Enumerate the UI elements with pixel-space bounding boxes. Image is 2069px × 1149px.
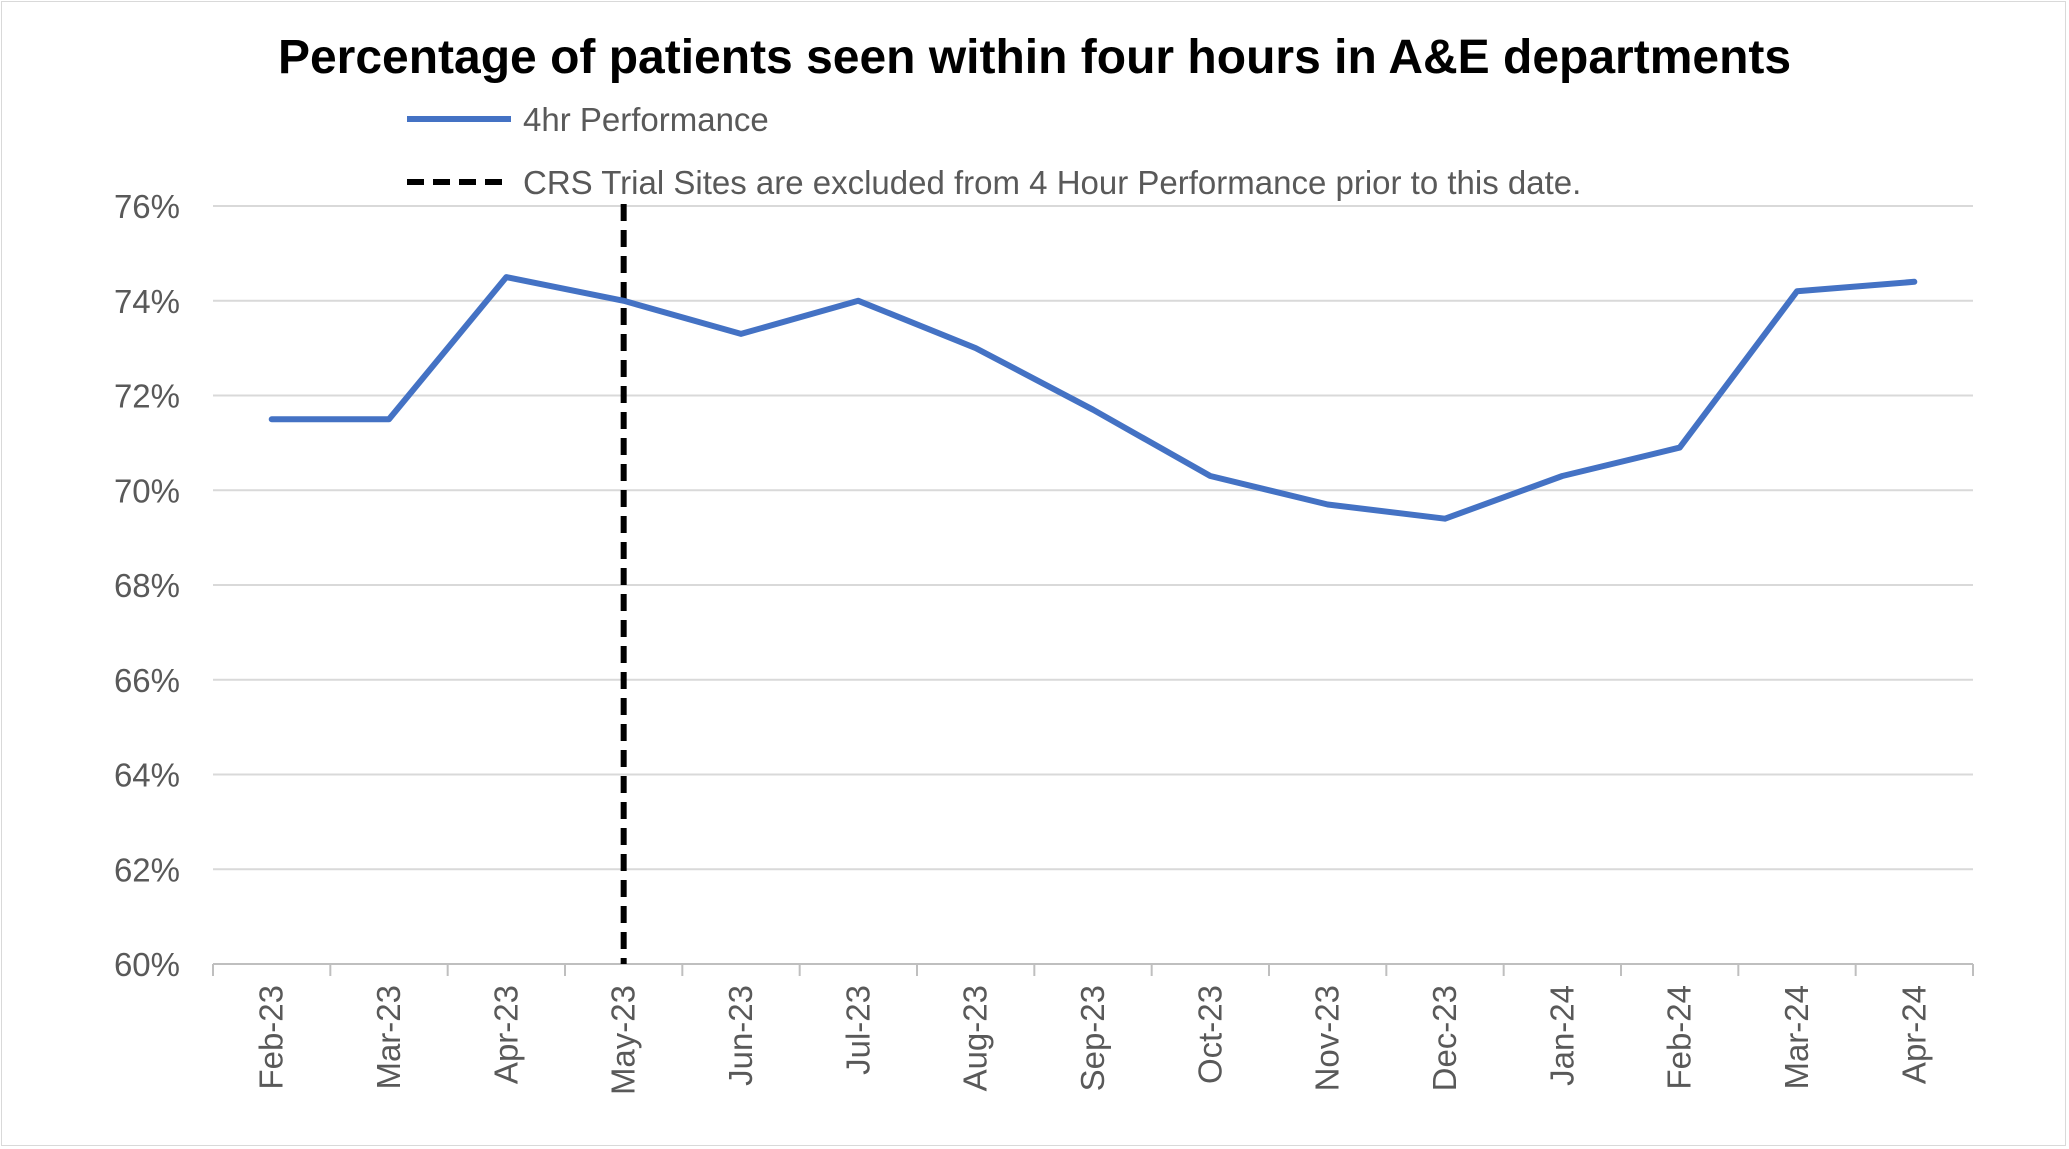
y-tick-label: 64% [114, 757, 180, 794]
y-tick-label: 70% [114, 472, 180, 509]
x-tick-label: Jan-24 [1543, 985, 1580, 1086]
y-tick-label: 60% [114, 946, 180, 983]
x-tick-label: Mar-24 [1778, 985, 1815, 1090]
gridlines [213, 205, 1973, 871]
y-tick-label: 66% [114, 662, 180, 699]
chart-title: Percentage of patients seen within four … [277, 31, 1792, 84]
x-tick-label: May-23 [605, 985, 642, 1095]
y-tick-label: 76% [114, 188, 180, 225]
x-tick-label: Mar-23 [370, 985, 407, 1090]
y-tick-label: 62% [114, 851, 180, 888]
x-tick-label: Feb-24 [1661, 985, 1698, 1090]
y-tick-label: 74% [114, 283, 180, 320]
x-tick-label: Feb-23 [253, 985, 290, 1090]
x-tick-label: Jun-23 [722, 985, 759, 1086]
legend-label-marker: CRS Trial Sites are excluded from 4 Hour… [523, 164, 1581, 201]
x-tick-label: Apr-24 [1895, 985, 1932, 1084]
x-tick-label: Apr-23 [487, 985, 524, 1084]
x-tick-label: Nov-23 [1309, 985, 1346, 1091]
legend-label-series: 4hr Performance [523, 101, 769, 138]
x-tick-labels: Feb-23 Mar-23 Apr-23 May-23 Jun-23 Jul-23 Aug-… [253, 985, 1933, 1095]
y-tick-label: 72% [114, 378, 180, 415]
y-tick-label: 68% [114, 567, 180, 604]
x-tick-label: Oct-23 [1191, 985, 1228, 1084]
x-tick-label: Jul-23 [839, 985, 876, 1075]
x-tick-label: Dec-23 [1426, 985, 1463, 1091]
axes [212, 963, 1974, 976]
x-tick-label: Sep-23 [1074, 985, 1111, 1091]
series-line [268, 274, 1918, 522]
x-tick-label: Aug-23 [957, 985, 994, 1091]
legend: 4hr Performance CRS Trial Sites are exclu… [407, 101, 1581, 201]
y-tick-labels: 60% 62% 64% 66% 68% 70% 72% 74% 76% [114, 188, 180, 983]
series-lines [268, 274, 1918, 522]
